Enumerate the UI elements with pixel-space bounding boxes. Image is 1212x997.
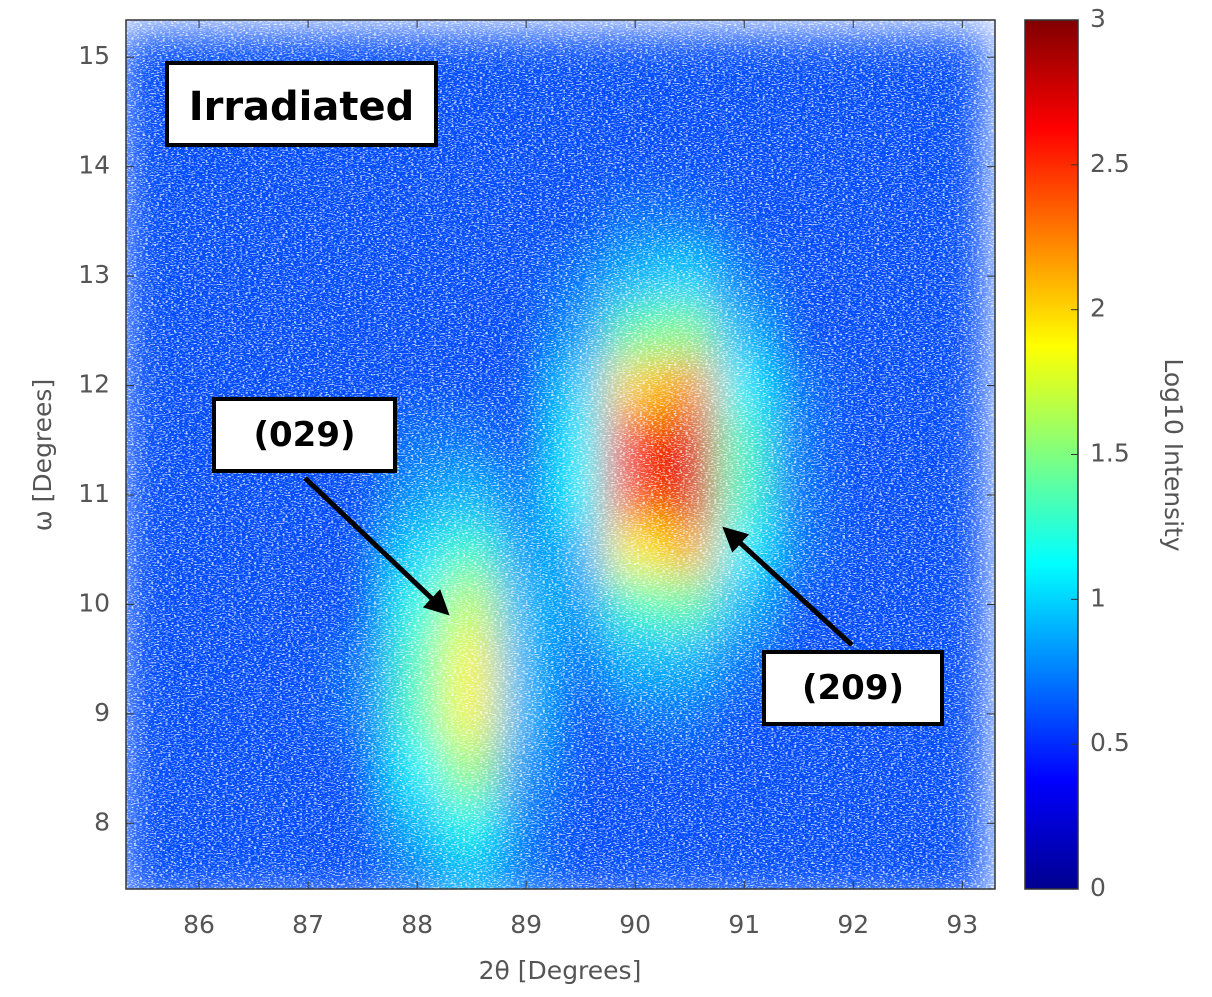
annotation-box: (029) [212, 397, 397, 473]
y-tick-label: 14 [78, 151, 110, 180]
colorbar-tick-label: 1 [1090, 583, 1106, 612]
colorbar-tick-label: 2 [1090, 294, 1106, 323]
x-tick-label: 86 [183, 910, 215, 939]
y-tick-label: 15 [78, 41, 110, 70]
x-tick-label: 90 [619, 910, 651, 939]
y-tick-label: 9 [94, 698, 110, 727]
plot-frame [125, 19, 996, 890]
x-axis-label: 2θ [Degrees] [479, 956, 642, 985]
y-tick-label: 13 [78, 260, 110, 289]
colorbar-tick-label: 2.5 [1090, 149, 1130, 178]
y-tick-label: 12 [78, 370, 110, 399]
colorbar-tick-label: 3 [1090, 4, 1106, 33]
y-axis-label: ω [Degrees] [28, 379, 57, 531]
colorbar-label: Log10 Intensity [1159, 358, 1188, 551]
arrow [722, 526, 854, 647]
x-tick-label: 92 [837, 910, 869, 939]
x-tick-label: 93 [946, 910, 978, 939]
colorbar-tick-label: 0 [1090, 873, 1106, 902]
arrow [303, 476, 450, 616]
y-tick-label: 10 [78, 588, 110, 617]
x-tick-label: 91 [728, 910, 760, 939]
colorbar-tick-label: 0.5 [1090, 728, 1130, 757]
y-tick-label: 8 [94, 807, 110, 836]
colorbar [1024, 19, 1079, 890]
x-tick-label: 88 [401, 910, 433, 939]
colorbar-tick-label: 1.5 [1090, 439, 1130, 468]
annotation-box: (209) [762, 650, 944, 726]
x-tick-label: 89 [510, 910, 542, 939]
annotation-box: Irradiated [165, 61, 438, 147]
x-tick-label: 87 [292, 910, 324, 939]
y-tick-label: 11 [78, 479, 110, 508]
